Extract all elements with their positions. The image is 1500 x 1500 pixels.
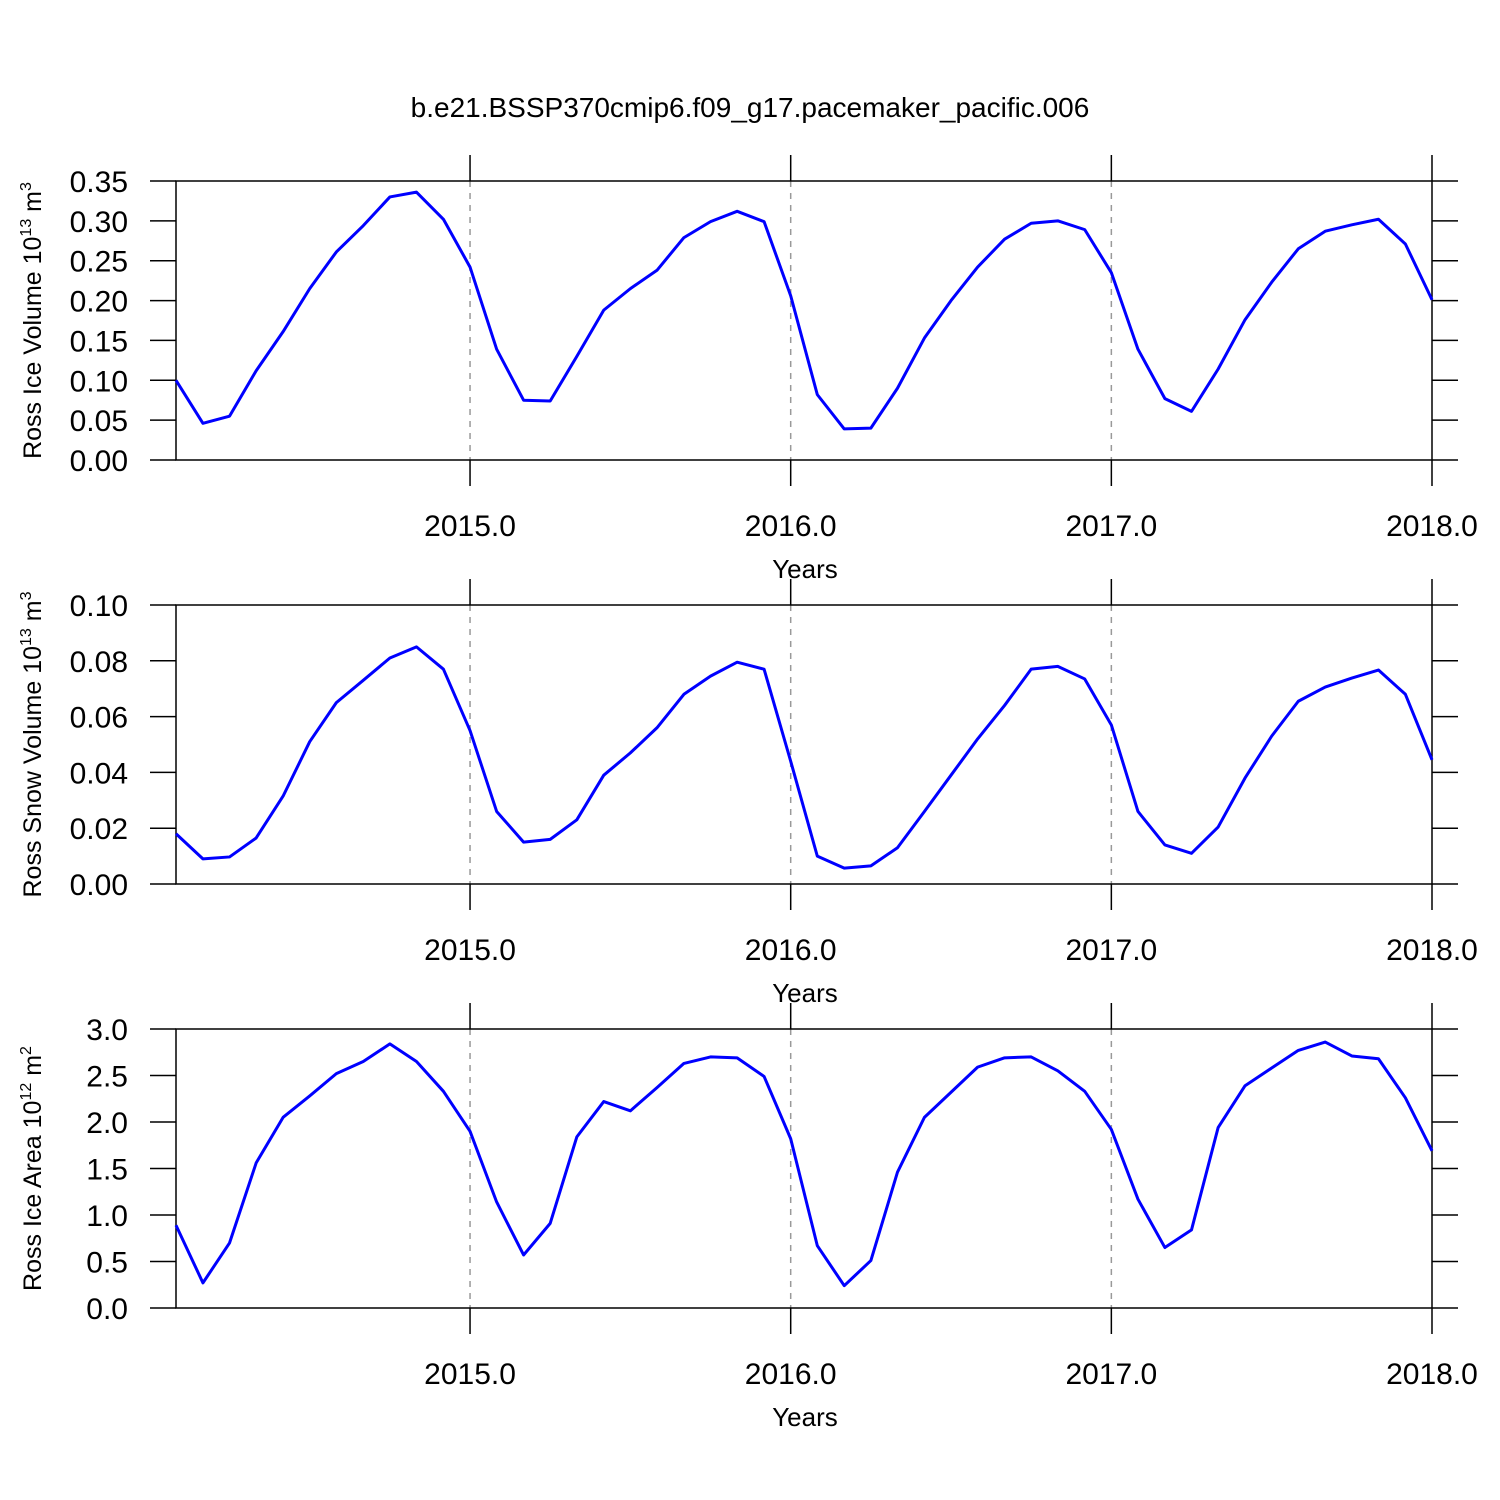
plot-frame [175, 180, 1433, 461]
y-tick-label: 0.08 [70, 646, 128, 679]
x-tick-label: 2018.0 [1386, 934, 1478, 967]
x-tick-label: 2016.0 [745, 934, 837, 967]
y-tick-label: 2.0 [86, 1107, 128, 1140]
y-tick-label: 0.0 [86, 1293, 128, 1326]
x-axis-label: Years [772, 554, 838, 584]
x-tick-label: 2015.0 [424, 510, 516, 543]
y-axis-label-part: m [19, 600, 47, 628]
y-tick-label: 3.0 [86, 1014, 128, 1047]
y-tick-label: 0.06 [70, 702, 128, 735]
y-axis-label-part: m [19, 1055, 47, 1083]
y-tick-label: 0.30 [70, 206, 128, 239]
x-tick-label: 2015.0 [424, 934, 516, 967]
x-tick-label: 2017.0 [1065, 934, 1157, 967]
y-axis-label-exponent: 12 [18, 1083, 35, 1101]
y-tick-label: 0.25 [70, 246, 128, 279]
plot-frame [175, 1028, 1433, 1309]
x-axis-label: Years [772, 1402, 838, 1432]
data-line [174, 645, 1434, 870]
y-axis-label-part: Ross Ice Volume 10 [19, 237, 47, 459]
x-tick-label: 2018.0 [1386, 1358, 1478, 1391]
x-tick-label: 2017.0 [1065, 1358, 1157, 1391]
y-tick-label: 1.0 [86, 1200, 128, 1233]
y-tick-label: 0.00 [70, 869, 128, 902]
y-axis-label-exponent: 3 [18, 182, 35, 191]
chart-title: b.e21.BSSP370cmip6.f09_g17.pacemaker_pac… [411, 92, 1090, 123]
x-tick-label: 2017.0 [1065, 510, 1157, 543]
x-tick-label: 2015.0 [424, 1358, 516, 1391]
y-axis-label-part: Ross Ice Area 10 [19, 1101, 47, 1291]
x-tick-label: 2016.0 [745, 1358, 837, 1391]
data-line [174, 190, 1434, 431]
y-tick-label: 0.15 [70, 325, 128, 358]
y-axis-label: Ross Ice Area 1012 m2 [18, 1046, 47, 1291]
y-axis-label-part: Ross Snow Volume 10 [19, 646, 47, 898]
y-axis-label: Ross Snow Volume 1013 m3 [18, 591, 47, 897]
y-tick-label: 0.05 [70, 405, 128, 438]
plot-frame [175, 604, 1433, 885]
y-tick-label: 0.35 [70, 166, 128, 199]
y-tick-label: 0.5 [86, 1247, 128, 1280]
y-axis-label-exponent: 2 [18, 1046, 35, 1055]
y-tick-label: 2.5 [86, 1061, 128, 1094]
x-tick-label: 2016.0 [745, 510, 837, 543]
x-axis-label: Years [772, 978, 838, 1008]
y-tick-label: 0.20 [70, 286, 128, 319]
y-tick-label: 0.10 [70, 590, 128, 623]
y-axis-label: Ross Ice Volume 1013 m3 [18, 182, 47, 459]
y-axis-label-exponent: 13 [18, 219, 35, 237]
x-tick-label: 2018.0 [1386, 510, 1478, 543]
y-tick-label: 1.5 [86, 1154, 128, 1187]
data-line [174, 1040, 1434, 1288]
y-tick-label: 0.04 [70, 757, 128, 790]
y-axis-label-exponent: 3 [18, 591, 35, 600]
y-tick-label: 0.00 [70, 445, 128, 478]
y-axis-label-exponent: 13 [18, 628, 35, 646]
y-tick-label: 0.02 [70, 813, 128, 846]
y-axis-label-part: m [19, 191, 47, 219]
y-tick-label: 0.10 [70, 365, 128, 398]
